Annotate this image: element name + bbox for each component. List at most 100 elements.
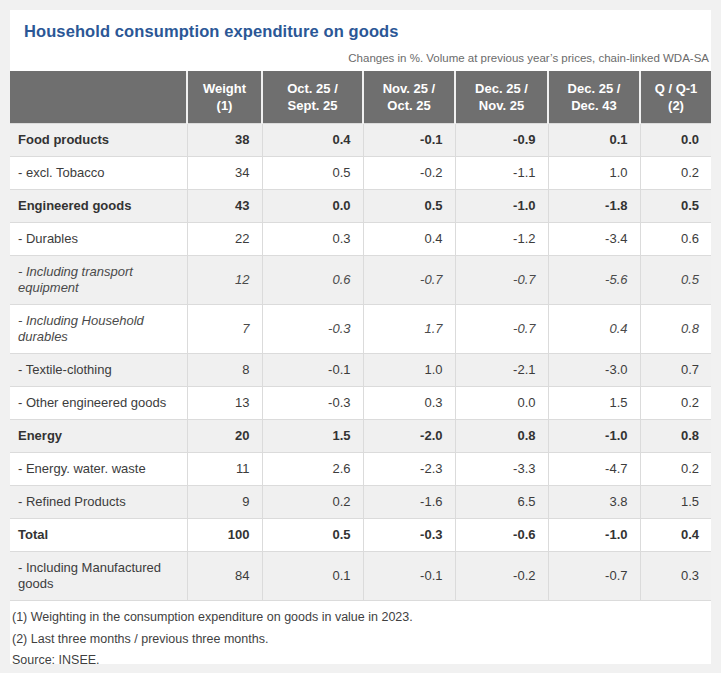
value-cell: -0.2: [455, 552, 548, 601]
value-cell: -0.3: [363, 519, 455, 552]
value-cell: 0.2: [640, 387, 711, 420]
value-cell: -1.1: [455, 157, 548, 190]
footnote-1: (1) Weighting in the consumption expendi…: [12, 610, 709, 625]
value-cell: 0.3: [363, 387, 455, 420]
value-cell: -0.2: [363, 157, 455, 190]
value-cell: -4.7: [548, 453, 640, 486]
value-cell: 1.5: [640, 486, 711, 519]
value-cell: 11: [187, 453, 262, 486]
table-row: - Including Manufactured goods840.1-0.1-…: [10, 552, 711, 601]
row-label: - Other engineered goods: [10, 387, 187, 420]
value-cell: 6.5: [455, 486, 548, 519]
value-cell: 0.2: [640, 453, 711, 486]
value-cell: -1.0: [548, 420, 640, 453]
table-row: - Refined Products90.2-1.66.53.81.5: [10, 486, 711, 519]
value-cell: 0.0: [640, 124, 711, 157]
source-note: Source: INSEE.: [12, 653, 709, 664]
row-label: - Including Manufactured goods: [10, 552, 187, 601]
table-body: Food products380.4-0.1-0.90.10.0- excl. …: [10, 124, 711, 601]
row-label: Energy: [10, 420, 187, 453]
value-cell: 0.2: [262, 486, 363, 519]
table-row: - excl. Tobacco340.5-0.2-1.11.00.2: [10, 157, 711, 190]
value-cell: 43: [187, 190, 262, 223]
consumption-table: Weight (1)Oct. 25 / Sept. 25Nov. 25 / Oc…: [10, 71, 711, 601]
row-label: - excl. Tobacco: [10, 157, 187, 190]
value-cell: 0.0: [262, 190, 363, 223]
column-header: Nov. 25 / Oct. 25: [363, 71, 455, 124]
value-cell: 0.8: [640, 305, 711, 354]
value-cell: 22: [187, 223, 262, 256]
value-cell: -5.6: [548, 256, 640, 305]
row-label: - Including transport equipment: [10, 256, 187, 305]
value-cell: 12: [187, 256, 262, 305]
row-label: Total: [10, 519, 187, 552]
table-row: Total1000.5-0.3-0.6-1.00.4: [10, 519, 711, 552]
value-cell: 0.0: [455, 387, 548, 420]
value-cell: 7: [187, 305, 262, 354]
value-cell: -2.1: [455, 354, 548, 387]
table-row: - Textile-clothing8-0.11.0-2.1-3.00.7: [10, 354, 711, 387]
value-cell: -0.6: [455, 519, 548, 552]
value-cell: 0.7: [640, 354, 711, 387]
table-row: Engineered goods430.00.5-1.0-1.80.5: [10, 190, 711, 223]
value-cell: 1.0: [548, 157, 640, 190]
value-cell: 38: [187, 124, 262, 157]
value-cell: -2.3: [363, 453, 455, 486]
table-row: Food products380.4-0.1-0.90.10.0: [10, 124, 711, 157]
value-cell: 84: [187, 552, 262, 601]
table-row: - Including transport equipment120.6-0.7…: [10, 256, 711, 305]
value-cell: 0.8: [455, 420, 548, 453]
value-cell: -0.1: [262, 354, 363, 387]
footnotes: (1) Weighting in the consumption expendi…: [12, 610, 709, 664]
table-row: - Energy. water. waste112.6-2.3-3.3-4.70…: [10, 453, 711, 486]
column-header: Dec. 25 / Dec. 43: [548, 71, 640, 124]
row-label: - Durables: [10, 223, 187, 256]
value-cell: 9: [187, 486, 262, 519]
value-cell: -0.7: [455, 256, 548, 305]
value-cell: -3.0: [548, 354, 640, 387]
column-header: Q / Q-1 (2): [640, 71, 711, 124]
value-cell: 0.2: [640, 157, 711, 190]
value-cell: 13: [187, 387, 262, 420]
table-header-row: Weight (1)Oct. 25 / Sept. 25Nov. 25 / Oc…: [10, 71, 711, 124]
value-cell: -3.3: [455, 453, 548, 486]
value-cell: 0.4: [548, 305, 640, 354]
row-label: - Including Household durables: [10, 305, 187, 354]
value-cell: 1.0: [363, 354, 455, 387]
value-cell: 8: [187, 354, 262, 387]
value-cell: 100: [187, 519, 262, 552]
corner-header-cell: [10, 71, 187, 124]
value-cell: 0.6: [640, 223, 711, 256]
value-cell: 0.5: [640, 256, 711, 305]
value-cell: 0.5: [363, 190, 455, 223]
value-cell: 0.1: [262, 552, 363, 601]
value-cell: -0.3: [262, 387, 363, 420]
value-cell: -0.7: [455, 305, 548, 354]
value-cell: 20: [187, 420, 262, 453]
page-title: Household consumption expenditure on goo…: [24, 22, 697, 41]
value-cell: 0.4: [640, 519, 711, 552]
value-cell: -1.0: [548, 519, 640, 552]
table-row: Energy201.5-2.00.8-1.00.8: [10, 420, 711, 453]
row-label: - Refined Products: [10, 486, 187, 519]
value-cell: -1.0: [455, 190, 548, 223]
value-cell: -0.3: [262, 305, 363, 354]
table-row: - Including Household durables7-0.31.7-0…: [10, 305, 711, 354]
value-cell: -0.7: [548, 552, 640, 601]
value-cell: -1.2: [455, 223, 548, 256]
value-cell: 0.5: [262, 157, 363, 190]
value-cell: 0.5: [262, 519, 363, 552]
value-cell: 34: [187, 157, 262, 190]
value-cell: -1.8: [548, 190, 640, 223]
value-cell: 2.6: [262, 453, 363, 486]
value-cell: 0.8: [640, 420, 711, 453]
row-label: Engineered goods: [10, 190, 187, 223]
value-cell: 1.7: [363, 305, 455, 354]
value-cell: -3.4: [548, 223, 640, 256]
column-header: Weight (1): [187, 71, 262, 124]
value-cell: -0.1: [363, 552, 455, 601]
value-cell: 3.8: [548, 486, 640, 519]
value-cell: 1.5: [548, 387, 640, 420]
table-subtitle: Changes in %. Volume at previous year’s …: [10, 52, 709, 64]
value-cell: -0.1: [363, 124, 455, 157]
